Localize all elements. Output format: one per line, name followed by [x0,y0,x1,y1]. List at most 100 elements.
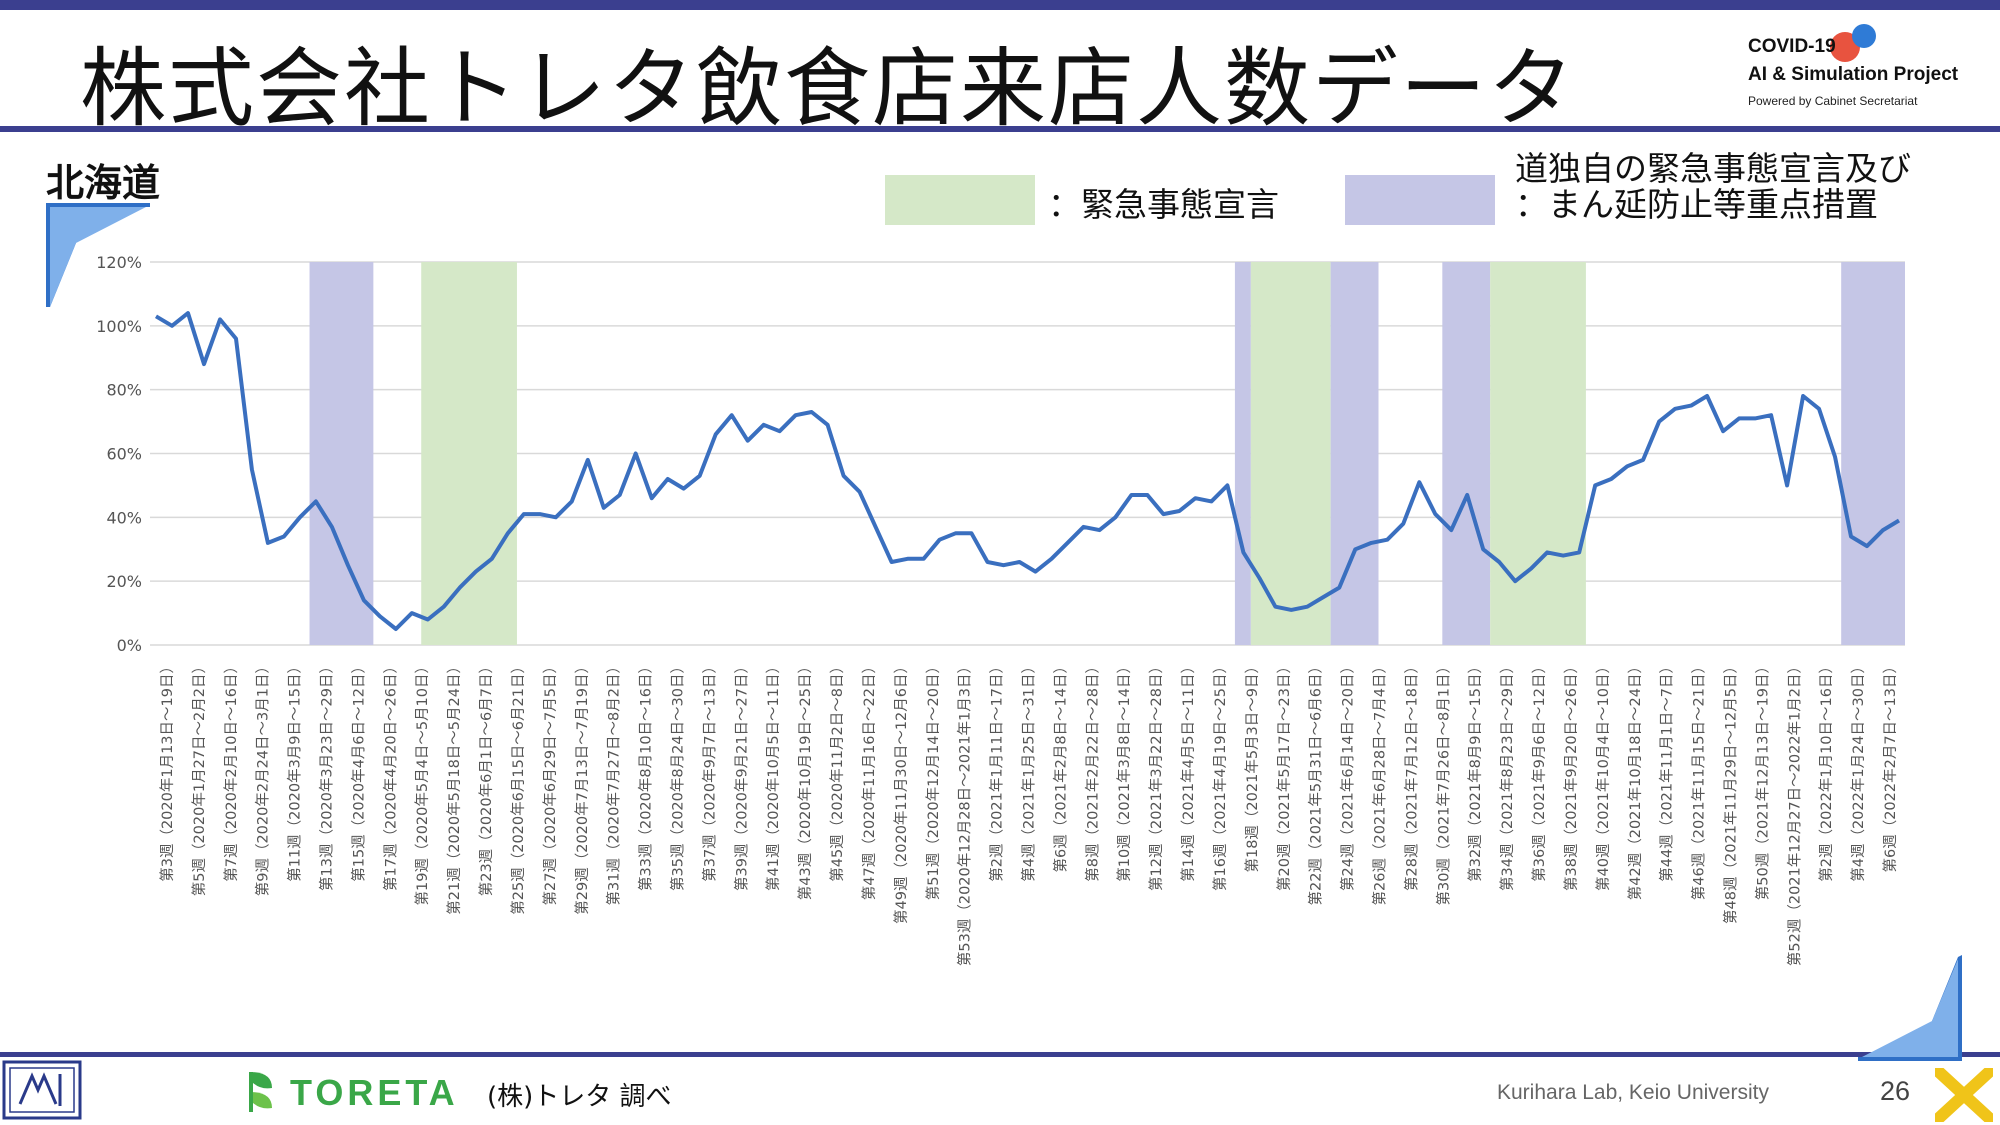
data-source: (株)トレタ 調べ [487,1082,672,1112]
x-tick-label: 第45週（2020年11月2日～8日） [828,659,846,882]
shaded-period-emergency [1490,262,1586,645]
x-tick-label: 第4週（2022年1月24日～30日） [1849,659,1867,882]
x-tick-label: 第27週（2020年6月29日～7月5日） [541,659,559,905]
toreta-brand: TORETA [290,1072,459,1113]
x-tick-label: 第17週（2020年4月20日～26日） [381,659,399,891]
legend-priority-swatch [1345,175,1495,225]
y-tick-label: 100% [96,317,142,336]
x-tick-label: 第33週（2020年8月10日～16日） [637,659,655,891]
chart-x-labels: 第3週（2020年1月13日～19日） 第5週（2020年1月27日～2月2日） 第… [158,659,1899,966]
x-tick-label: 第30週（2021年7月26日～8月1日） [1434,659,1452,905]
x-tick-label: 第44週（2021年11月1日～7日） [1658,659,1676,882]
x-tick-label: 第39週（2020年9月21日～27日） [732,659,750,891]
y-tick-label: 20% [106,572,142,591]
x-tick-label: 第40週（2021年10月4日～10日） [1594,659,1612,891]
x-tick-label: 第34週（2021年8月23日～29日） [1498,659,1516,891]
page-number: 26 [1880,1076,1911,1106]
corner-decoration-top-left [46,203,150,307]
chart-shaded-periods [309,262,1905,645]
x-tick-label: 第52週（2021年12月27日～2022年1月2日） [1785,659,1803,966]
x-tick-label: 第15週（2020年4月6日～12日） [349,659,367,882]
x-tick-label: 第19週（2020年5月4日～5月10日） [413,659,431,905]
chart-series-line [154,311,1901,631]
x-tick-label: 第2週（2022年1月10日～16日） [1817,659,1835,882]
x-tick-label: 第41週（2020年10月5日～11日） [764,659,782,891]
legend-emergency-label: ：緊急事態宣言 [1048,185,1279,224]
x-tick-label: 第8週（2021年2月22日～28日） [1083,659,1101,882]
shaded-period-priority [1841,262,1905,645]
lab-credit: Kurihara Lab, Keio University [1497,1081,1769,1104]
x-tick-label: 第31週（2020年7月27日～8月2日） [605,659,623,905]
logo-line2: AI & Simulation Project [1748,64,1959,85]
x-tick-label: 第26週（2021年6月28日～7月4日） [1371,659,1389,905]
legend-priority-label-line2: ：まん延防止等重点措置 [1515,185,1878,224]
x-tick-label: 第25週（2020年6月15日～6月21日） [509,659,527,915]
page-title: 株式会社トレタ飲食店来店人数データ [80,39,1576,139]
shaded-period-emergency [1250,262,1331,645]
x-tick-label: 第20週（2021年5月17日～23日） [1275,659,1293,891]
logo-blue-dot [1852,24,1876,48]
legend-priority-label-line1: 道独自の緊急事態宣言及び [1515,149,1911,188]
x-tick-label: 第29週（2020年7月13日～7月19日） [573,659,591,915]
logo-line1: COVID-19 [1748,36,1836,57]
x-tick-label: 第42週（2021年10月18日～24日） [1626,659,1644,900]
x-tick-label: 第22週（2021年5月31日～6月6日） [1307,659,1325,905]
legend-emergency-swatch [885,175,1035,225]
x-tick-label: 第48週（2021年11月29日～12月5日） [1722,659,1740,924]
x-tick-label: 第9週（2020年2月24日～3月1日） [254,659,272,896]
x-tick-label: 第18週（2021年5月3日～9日） [1243,659,1261,873]
x-tick-label: 第13週（2020年3月23日～29日） [318,659,336,891]
logo-line3: Powered by Cabinet Secretariat [1748,94,1918,108]
shaded-period-priority [1234,262,1251,645]
x-tick-label: 第43週（2020年10月19日～25日） [796,659,814,900]
x-tick-label: 第6週（2021年2月8日～14日） [1051,659,1069,873]
x-tick-label: 第11週（2020年3月9日～15日） [286,659,304,882]
x-tick-label: 第24週（2021年6月14日～20日） [1339,659,1357,891]
x-tick-label: 第46週（2021年11月15日～21日） [1690,659,1708,900]
keio-x-icon [1935,1068,1993,1122]
x-tick-label: 第47週（2020年11月16日～22日） [860,659,878,900]
y-tick-label: 80% [106,381,142,400]
y-tick-label: 0% [117,636,142,655]
x-tick-label: 第14週（2021年4月5日～11日） [1179,659,1197,882]
x-tick-label: 第5週（2020年1月27日～2月2日） [190,659,208,896]
y-tick-label: 60% [106,445,142,464]
x-tick-label: 第28週（2021年7月12日～18日） [1402,659,1420,891]
x-tick-label: 第51週（2020年12月14日～20日） [924,659,942,900]
x-tick-label: 第12週（2021年3月22日～28日） [1147,659,1165,891]
chart-y-ticks: 0% 20% 40% 60% 80% 100% 120% [96,253,142,655]
chart-gridlines [150,261,1905,646]
x-tick-label: 第7週（2020年2月10日～16日） [222,659,240,882]
x-tick-label: 第37週（2020年9月7日～13日） [700,659,718,882]
shaded-period-priority [309,262,374,645]
shaded-period-priority [1442,262,1491,645]
x-tick-label: 第21週（2020年5月18日～5月24日） [445,659,463,915]
y-tick-label: 120% [96,253,142,272]
header-divider [0,126,2000,132]
x-tick-label: 第53週（2020年12月28日～2021年1月3日） [956,659,974,966]
x-tick-label: 第23週（2020年6月1日～6月7日） [477,659,495,896]
x-tick-label: 第4週（2021年1月25日～31日） [1020,659,1038,882]
toreta-leaf-icon [249,1072,272,1112]
visitor-line-chart: 0% 20% 40% 60% 80% 100% 120% 第3週（2020年1月13日～19… [96,253,1905,966]
x-tick-label: 第38週（2021年9月20日～26日） [1562,659,1580,891]
x-tick-label: 第3週（2020年1月13日～19日） [158,659,176,882]
shaded-period-priority [1330,262,1379,645]
x-tick-label: 第49週（2020年11月30日～12月6日） [892,659,910,924]
x-tick-label: 第36週（2021年9月6日～12日） [1530,659,1548,882]
x-tick-label: 第2週（2021年1月11日～17日） [988,659,1006,882]
x-tick-label: 第50週（2021年12月13日～19日） [1753,659,1771,900]
x-tick-label: 第16週（2021年4月19日～25日） [1211,659,1229,891]
x-tick-label: 第32週（2021年8月9日～15日） [1466,659,1484,882]
footer-divider [0,1052,2000,1057]
y-tick-label: 40% [106,508,142,527]
x-tick-label: 第35週（2020年8月24日～30日） [669,659,687,891]
region-label: 北海道 [46,161,161,205]
top-accent-bar [0,0,2000,10]
x-tick-label: 第10週（2021年3月8日～14日） [1115,659,1133,882]
keio-lab-logo [2,1060,82,1120]
corner-decoration-bottom-right [1858,955,1962,1061]
covid-ai-logo: COVID-19 AI & Simulation Project Powered… [1748,24,1988,114]
x-tick-label: 第6週（2022年2月7日～13日） [1881,659,1899,873]
shaded-period-emergency [421,262,517,645]
